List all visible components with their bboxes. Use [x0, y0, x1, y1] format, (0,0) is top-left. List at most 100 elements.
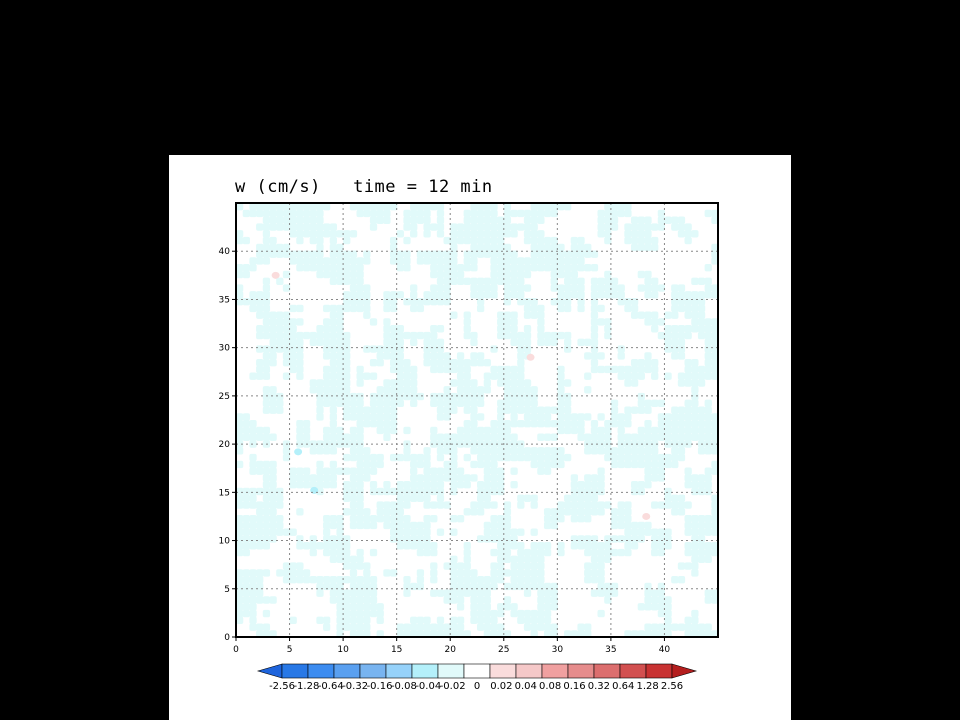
field-cell — [323, 426, 331, 435]
field-cell — [644, 596, 652, 604]
field-cell — [316, 325, 324, 333]
field-cell — [470, 474, 478, 482]
field-cell — [396, 399, 404, 408]
field-cell — [236, 236, 244, 245]
field-cell — [363, 630, 371, 637]
field-cell — [550, 406, 558, 414]
field-cell — [644, 447, 652, 455]
field-cell — [456, 569, 465, 577]
field-cell — [711, 372, 718, 380]
field-cell — [236, 460, 244, 469]
field-cell — [403, 589, 411, 597]
field-cell — [671, 460, 679, 469]
field-cell — [403, 236, 411, 245]
field-cell — [530, 616, 538, 625]
field-cell — [543, 548, 552, 557]
field-cell — [456, 467, 465, 475]
field-cell — [356, 209, 364, 218]
field-cell — [697, 481, 706, 489]
field-cell — [343, 609, 351, 618]
field-cell — [363, 582, 371, 591]
field-cell — [436, 467, 445, 475]
field-cell — [537, 250, 545, 258]
field-cell — [483, 230, 491, 238]
field-cell — [389, 521, 398, 530]
field-cell — [249, 467, 257, 475]
field-cell — [436, 481, 445, 489]
field-cell — [577, 481, 585, 489]
field-cell — [349, 596, 358, 604]
field-cell — [436, 223, 445, 231]
field-cell — [336, 514, 344, 523]
field-cell — [490, 548, 498, 557]
field-cell — [242, 609, 250, 618]
field-cell — [329, 413, 338, 421]
field-cell — [349, 453, 358, 462]
field-cell — [256, 304, 264, 313]
field-cell — [329, 331, 338, 340]
field-cell — [497, 413, 505, 421]
field-cell — [269, 386, 277, 394]
field-cell — [349, 264, 358, 272]
field-cell — [577, 304, 585, 313]
field-cell — [684, 467, 692, 475]
field-cell — [262, 535, 271, 543]
field-cell — [677, 426, 686, 435]
field-cell — [309, 209, 317, 218]
field-cell — [577, 623, 585, 631]
field-cell — [517, 358, 525, 367]
field-cell — [630, 453, 639, 462]
field-extremum — [642, 512, 651, 520]
field-cell — [510, 535, 518, 543]
field-cell — [651, 535, 659, 543]
field-cell — [684, 630, 692, 637]
field-cell — [664, 325, 672, 333]
field-cell — [262, 521, 271, 530]
field-cell — [477, 596, 485, 604]
field-cell — [483, 481, 491, 489]
field-cell — [289, 616, 297, 625]
field-cell — [517, 338, 525, 347]
field-cell — [550, 630, 558, 637]
field-cell — [557, 257, 565, 265]
field-cell — [369, 603, 378, 611]
field-cell — [410, 304, 418, 313]
field-cell — [262, 284, 271, 292]
field-cell — [376, 603, 384, 611]
field-cell — [577, 250, 585, 258]
field-cell — [463, 575, 471, 584]
field-cell — [403, 392, 411, 401]
field-cell — [329, 230, 338, 238]
field-cell — [396, 250, 404, 258]
field-cell — [537, 420, 545, 428]
field-cell — [262, 318, 271, 326]
field-cell — [477, 216, 485, 224]
field-cell — [483, 535, 491, 543]
x-tick-label: 40 — [659, 645, 671, 655]
field-cell — [483, 453, 491, 462]
field-cell — [256, 514, 264, 523]
field-cell — [510, 230, 518, 238]
field-cell — [289, 562, 297, 570]
field-cell — [450, 270, 458, 279]
field-cell — [383, 318, 391, 326]
field-cell — [349, 589, 358, 597]
field-cell — [564, 420, 572, 428]
field-cell — [537, 216, 545, 224]
field-cell — [671, 433, 679, 441]
field-cell — [343, 413, 351, 421]
field-cell — [410, 365, 418, 374]
field-cell — [651, 358, 659, 367]
field-cell — [543, 236, 552, 245]
field-cell — [657, 589, 666, 597]
field-cell — [477, 535, 485, 543]
field-cell — [530, 460, 538, 469]
field-cell — [256, 623, 264, 631]
field-cell — [543, 596, 552, 604]
field-cell — [383, 514, 391, 523]
field-cell — [349, 257, 358, 265]
field-cell — [249, 440, 257, 448]
field-cell — [490, 250, 498, 258]
field-cell — [597, 216, 605, 224]
field-cell — [677, 406, 686, 414]
